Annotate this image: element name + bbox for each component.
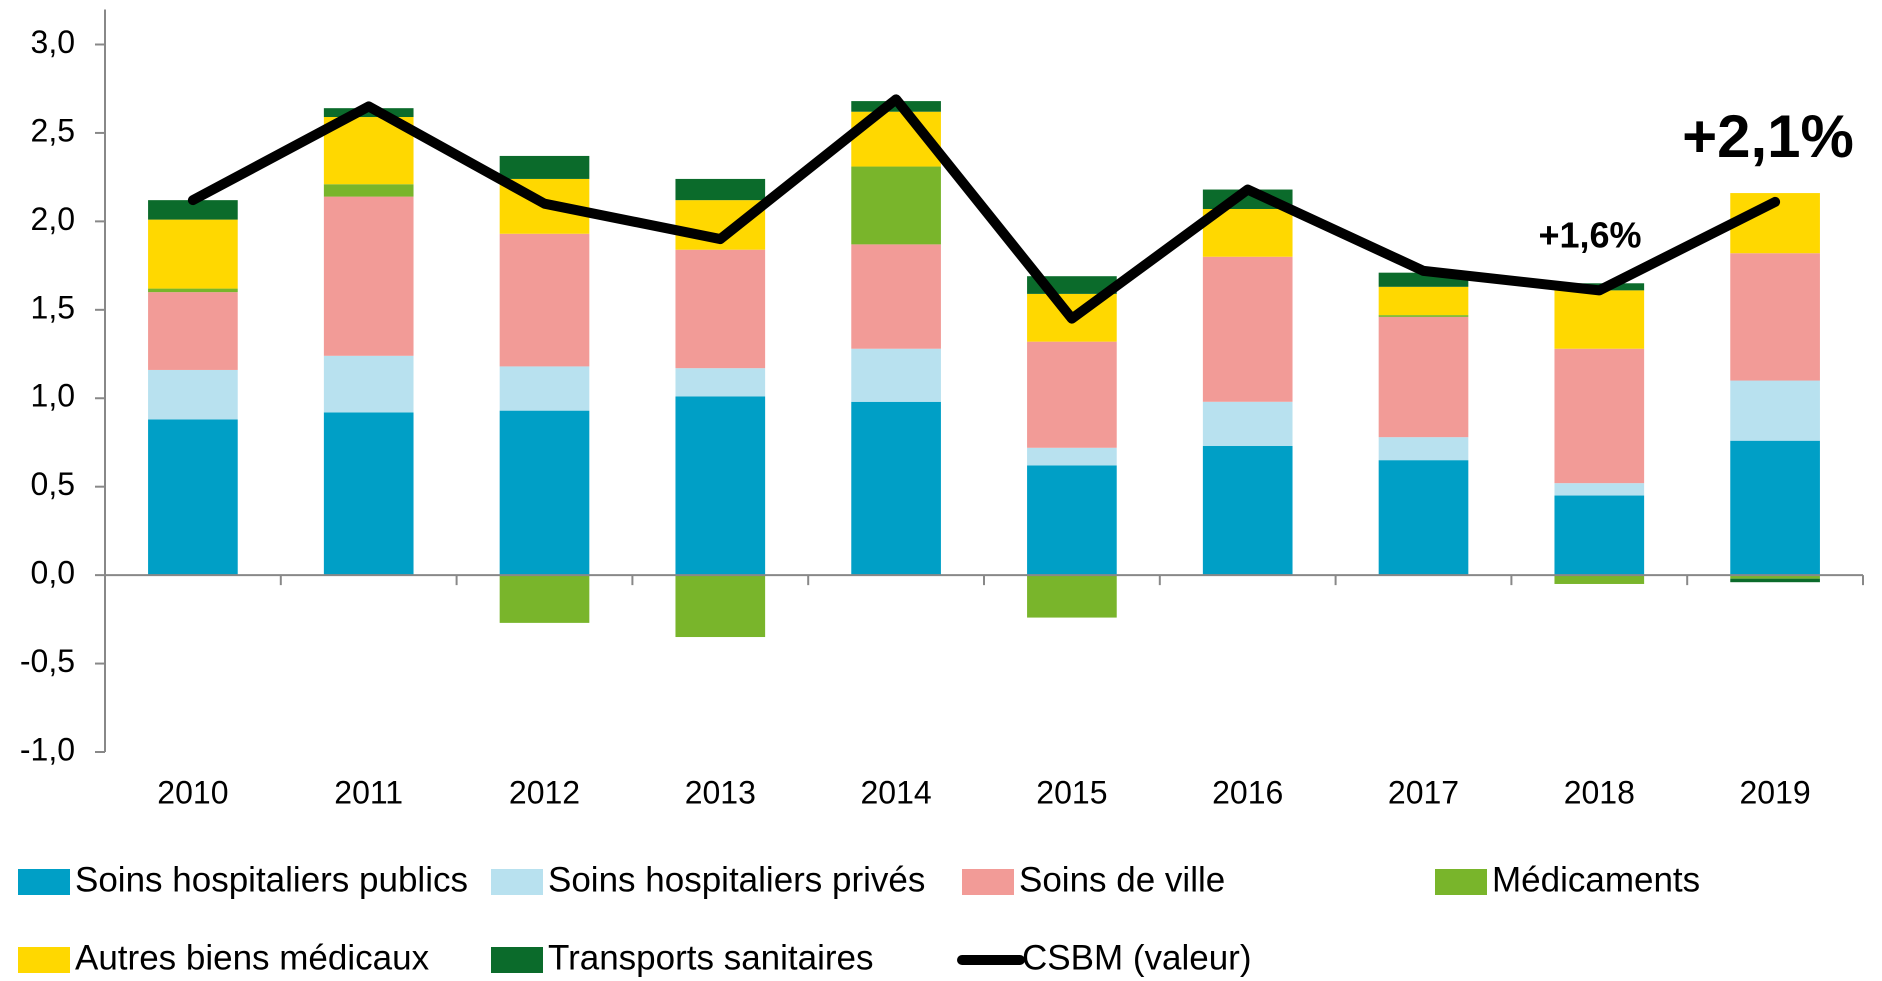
- x-tick-label: 2019: [1740, 774, 1811, 810]
- y-tick-label: 2,0: [31, 201, 75, 237]
- legend-label: CSBM (valeur): [1022, 938, 1251, 977]
- x-tick-label: 2012: [509, 774, 580, 810]
- bar-segment: [1378, 460, 1469, 576]
- bar-segment: [148, 419, 238, 576]
- bar-segment: [1730, 578, 1820, 583]
- y-tick-label: 1,5: [31, 289, 75, 325]
- bar-segment: [851, 244, 941, 349]
- bar-segment: [1202, 256, 1293, 402]
- bar-segment: [148, 288, 238, 293]
- bar-segment: [1027, 447, 1117, 466]
- bar-segment: [323, 355, 414, 413]
- legend-swatch: [18, 869, 70, 895]
- bar-segment: [1378, 316, 1469, 438]
- legend-swatch: [491, 869, 543, 895]
- bar-segment: [1378, 286, 1469, 316]
- x-tick-label: 2016: [1212, 774, 1283, 810]
- legend-label: Soins de ville: [1019, 860, 1225, 899]
- bar-segment: [1554, 575, 1645, 584]
- y-tick-label: 1,0: [31, 378, 75, 414]
- bar-segment: [1554, 495, 1645, 576]
- legend-swatch: [491, 947, 543, 973]
- y-tick-label: 0,0: [31, 555, 75, 591]
- bar-segment: [1027, 341, 1117, 448]
- bar-segment: [499, 155, 590, 179]
- bar-segment: [323, 184, 414, 197]
- bar-segment: [675, 396, 766, 576]
- bar-segment: [499, 233, 590, 367]
- y-tick-label: -1,0: [20, 731, 75, 767]
- x-tick-label: 2013: [685, 774, 756, 810]
- bar-segment: [675, 575, 766, 638]
- bar-segment: [1730, 440, 1820, 576]
- bar-segment: [675, 178, 766, 201]
- legend-label: Transports sanitaires: [548, 938, 874, 977]
- bar-segment: [675, 368, 766, 397]
- bar-segment: [1730, 380, 1820, 441]
- legend-swatch: [962, 869, 1014, 895]
- bar-segment: [148, 219, 238, 289]
- legend-swatch: [1435, 869, 1487, 895]
- bar-segment: [1027, 575, 1117, 618]
- legend-label: Soins hospitaliers privés: [548, 860, 925, 899]
- bar-segment: [1202, 401, 1293, 447]
- x-tick-label: 2011: [334, 774, 403, 810]
- bar-segment: [851, 166, 941, 245]
- legend-label: Autres biens médicaux: [75, 938, 430, 977]
- bar-segment: [323, 196, 414, 356]
- x-tick-label: 2014: [861, 774, 932, 810]
- bar-segment: [851, 401, 941, 576]
- bar-segment: [499, 575, 590, 623]
- bar-segment: [148, 369, 238, 420]
- bar-segment: [675, 249, 766, 369]
- bar-segment: [323, 108, 414, 118]
- y-tick-label: 0,5: [31, 466, 75, 502]
- y-tick-label: -0,5: [20, 643, 75, 679]
- bar-segment: [1554, 483, 1645, 496]
- bar-segment: [499, 366, 590, 411]
- annotation: +1,6%: [1538, 215, 1641, 256]
- bar-segment: [1378, 437, 1469, 461]
- bar-segment: [1202, 446, 1293, 576]
- y-tick-label: 2,5: [31, 112, 75, 148]
- bar-segment: [148, 200, 238, 220]
- y-tick-label: 3,0: [31, 24, 75, 60]
- x-tick-label: 2017: [1388, 774, 1459, 810]
- bar-segment: [499, 410, 590, 576]
- bar-segment: [851, 348, 941, 402]
- line-series: [187, 94, 1781, 324]
- bar-segment: [148, 292, 238, 370]
- bar-segment: [1554, 290, 1645, 349]
- bar-segment: [1554, 348, 1645, 484]
- legend-label: Médicaments: [1492, 860, 1700, 899]
- annotation: +2,1%: [1682, 103, 1854, 170]
- legend-swatch: [18, 947, 70, 973]
- bar-segment: [1730, 253, 1820, 381]
- x-tick-label: 2018: [1564, 774, 1635, 810]
- bar-segment: [1730, 575, 1820, 579]
- x-tick-label: 2015: [1036, 774, 1107, 810]
- bar-segment: [323, 412, 414, 576]
- bar-segment: [1378, 315, 1469, 317]
- x-tick-label: 2010: [157, 774, 228, 810]
- legend-label: Soins hospitaliers publics: [75, 860, 468, 899]
- bar-segment: [1027, 465, 1117, 576]
